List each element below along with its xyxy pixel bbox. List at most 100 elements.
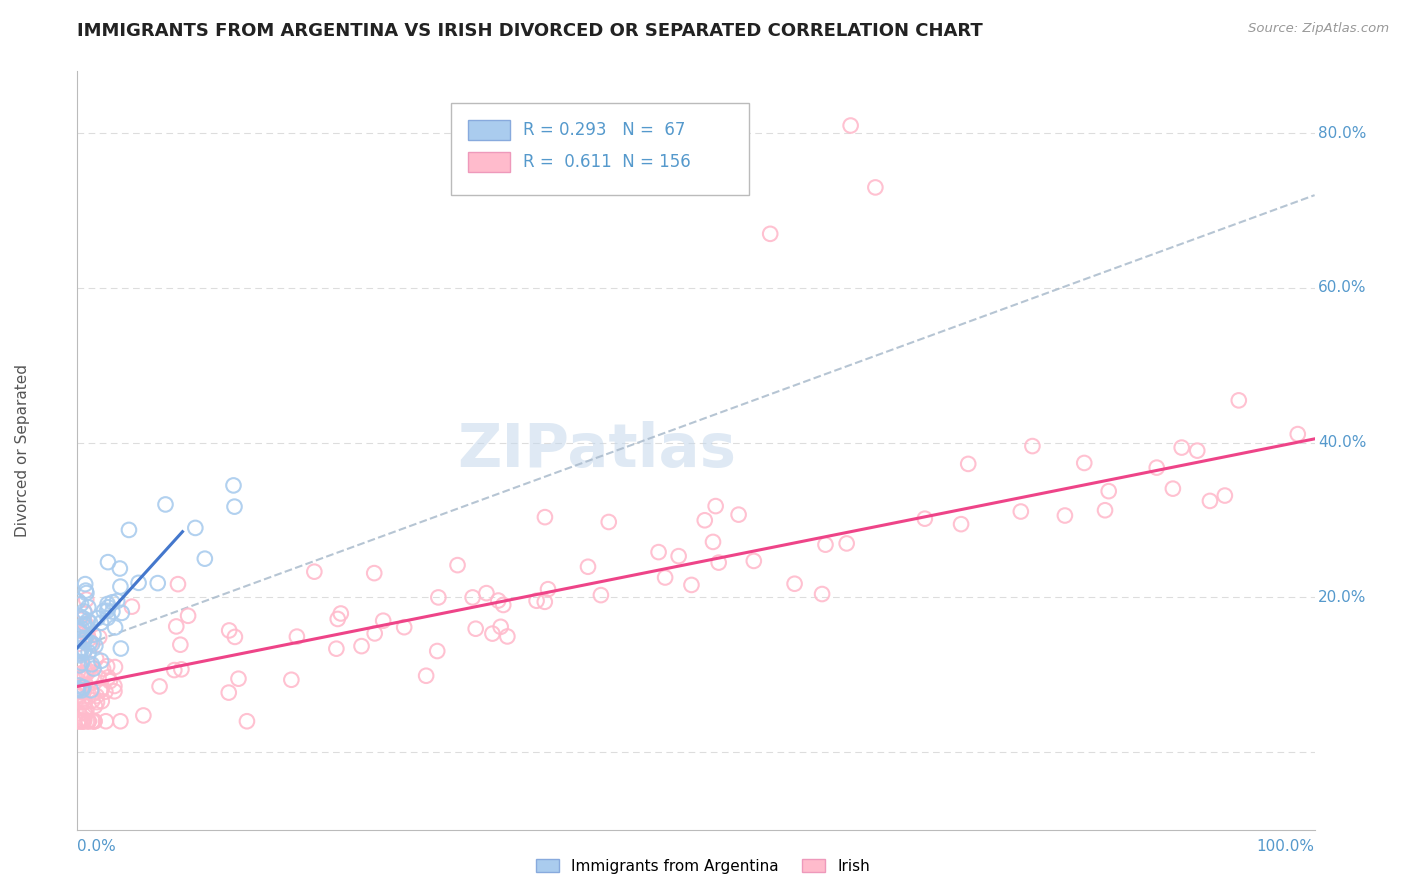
Point: [783, 576, 806, 591]
Point: [835, 536, 858, 550]
Point: [110, 641, 132, 656]
Point: [69, 627, 91, 641]
Point: [727, 508, 749, 522]
Text: 20.0%: 20.0%: [1319, 590, 1367, 605]
Point: [496, 630, 519, 644]
Point: [155, 498, 177, 512]
Point: [224, 630, 246, 644]
Text: 0.0%: 0.0%: [77, 838, 117, 854]
Point: [1227, 393, 1250, 408]
Point: [66, 656, 89, 670]
Point: [1170, 441, 1192, 455]
Point: [1199, 494, 1222, 508]
Point: [76, 628, 98, 642]
Point: [73, 643, 96, 657]
Point: [475, 586, 498, 600]
Point: [110, 714, 132, 729]
Point: [73, 706, 96, 720]
Point: [82, 687, 104, 701]
Point: [101, 605, 124, 619]
Point: [167, 577, 190, 591]
Point: [84, 699, 107, 714]
Point: [103, 679, 125, 693]
Point: [75, 583, 97, 598]
Point: [66, 673, 89, 687]
Point: [97, 670, 120, 684]
FancyBboxPatch shape: [468, 152, 510, 172]
Point: [702, 535, 724, 549]
Point: [73, 669, 96, 683]
Point: [67, 594, 90, 608]
Point: [70, 640, 93, 655]
Point: [811, 587, 834, 601]
Point: [70, 666, 93, 681]
Text: Divorced or Separated: Divorced or Separated: [15, 364, 31, 537]
Point: [363, 626, 385, 640]
Point: [228, 672, 250, 686]
Point: [128, 575, 150, 590]
Point: [103, 684, 125, 698]
Point: [69, 684, 91, 698]
Point: [446, 558, 468, 573]
Point: [72, 714, 94, 729]
Point: [66, 647, 89, 661]
Point: [70, 683, 93, 698]
Point: [111, 606, 134, 620]
Point: [94, 684, 117, 698]
Point: [73, 619, 96, 633]
Point: [72, 645, 94, 659]
Point: [72, 671, 94, 685]
Point: [67, 624, 90, 638]
Point: [647, 545, 669, 559]
Point: [222, 478, 245, 492]
Point: [67, 684, 90, 698]
Point: [1021, 439, 1043, 453]
Point: [72, 631, 94, 645]
Point: [77, 645, 100, 659]
Point: [75, 592, 97, 607]
Point: [218, 624, 240, 638]
Point: [67, 714, 90, 729]
Point: [464, 622, 486, 636]
Point: [73, 696, 96, 710]
Point: [363, 566, 385, 581]
Point: [492, 598, 515, 612]
Point: [184, 521, 207, 535]
Point: [77, 614, 100, 628]
Point: [80, 635, 103, 649]
Point: [70, 597, 93, 611]
Point: [392, 620, 415, 634]
Point: [66, 681, 89, 696]
Point: [83, 714, 105, 729]
Point: [84, 639, 107, 653]
Point: [77, 714, 100, 729]
Point: [163, 663, 186, 677]
Point: [91, 662, 114, 676]
Point: [75, 607, 97, 621]
Point: [75, 678, 97, 692]
Point: [69, 623, 91, 637]
Point: [148, 680, 170, 694]
Point: [1213, 489, 1236, 503]
Point: [72, 633, 94, 648]
Point: [72, 611, 94, 625]
Point: [70, 695, 93, 709]
Point: [681, 578, 703, 592]
Point: [1286, 427, 1309, 442]
Point: [704, 499, 727, 513]
Text: Source: ZipAtlas.com: Source: ZipAtlas.com: [1249, 22, 1389, 36]
Point: [66, 656, 89, 670]
Text: 80.0%: 80.0%: [1319, 126, 1367, 141]
Point: [865, 180, 887, 194]
Point: [598, 515, 620, 529]
Point: [526, 593, 548, 607]
Point: [98, 674, 121, 689]
Point: [70, 685, 93, 699]
Point: [1094, 503, 1116, 517]
Point: [67, 690, 90, 704]
Point: [96, 659, 118, 673]
Text: 60.0%: 60.0%: [1319, 280, 1367, 295]
Point: [96, 604, 118, 618]
Point: [83, 714, 105, 729]
Point: [80, 683, 103, 698]
